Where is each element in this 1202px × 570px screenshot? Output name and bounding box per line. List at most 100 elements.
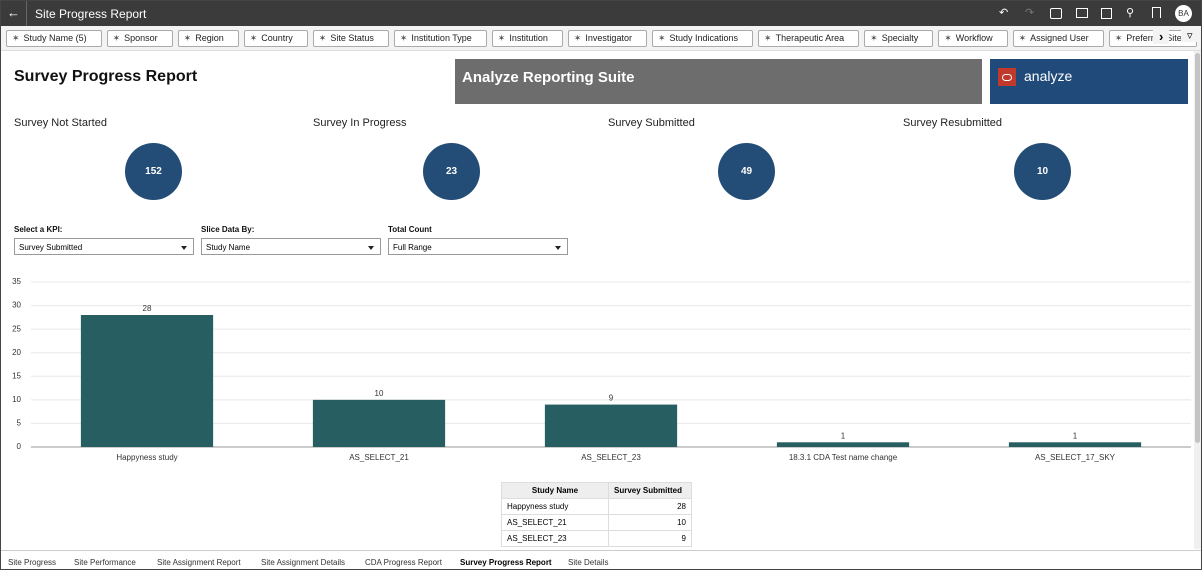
x-tick-label: Happyness study	[116, 453, 177, 462]
filter-chip[interactable]: ✶ Institution	[491, 29, 563, 47]
avatar[interactable]: BA	[1175, 5, 1192, 22]
x-tick-label: AS_SELECT_21	[349, 453, 409, 462]
filter-chip[interactable]: ✶ Workflow	[938, 29, 1008, 47]
filter-scroll[interactable]: ›	[1153, 29, 1170, 44]
filter-chip[interactable]: ✶ Specialty	[864, 29, 934, 47]
pin-icon: ✶	[249, 32, 258, 43]
pin-icon: ✶	[112, 32, 121, 43]
table-cell: 9	[608, 530, 692, 547]
filter-label: Study Indications	[669, 32, 739, 43]
table-row: AS_SELECT_21 10	[501, 514, 692, 531]
y-tick-label: 25	[12, 324, 21, 333]
kpi-label: Survey Not Started	[14, 117, 107, 129]
icon-comment[interactable]	[1076, 8, 1088, 18]
table-row: Happyness study 28	[501, 498, 692, 515]
filter-chip[interactable]: ✶ Country	[243, 29, 308, 47]
pin-icon: ✶	[944, 32, 952, 43]
bar	[776, 442, 910, 447]
pin-icon: ✶	[183, 32, 192, 43]
filter-label: Site Status	[330, 32, 374, 43]
kpi-value: 152	[125, 143, 182, 200]
tab[interactable]: Survey Progress Report	[460, 558, 552, 567]
pin-icon: ✶	[12, 32, 20, 43]
column-header: Study Name	[501, 482, 609, 499]
tab[interactable]: Site Performance	[74, 558, 136, 567]
kpi-label: Survey Resubmitted	[903, 117, 1003, 129]
data-table: Study Name Survey Submitted Happyness stud…	[501, 482, 692, 547]
tab[interactable]: CDA Progress Report	[365, 558, 442, 567]
banner-text: Analyze Reporting Suite	[462, 69, 635, 86]
bar-chart: 0 5 10 15 20 25 30 35 Happyness study 28 AS_SELECT…	[12, 277, 1191, 462]
kpi-value: 10	[1014, 143, 1071, 200]
icon-export[interactable]	[1101, 8, 1112, 19]
table-cell: Happyness study	[501, 498, 609, 515]
dropdown[interactable]: Full Range	[388, 238, 568, 255]
logo-text: analyze	[1024, 68, 1073, 84]
tab[interactable]: Site Progress	[8, 558, 57, 567]
control-label: Select a KPI:	[14, 225, 63, 234]
kpi-label: Survey In Progress	[313, 117, 407, 129]
top-bar: ← Site Progress Report ↶ ↷ ⚲ BA	[1, 1, 1201, 26]
y-tick-label: 5	[17, 419, 22, 428]
filter-chip[interactable]: ✶ Investigator	[567, 29, 647, 47]
kpi-value: 49	[718, 143, 775, 200]
back-button[interactable]: ←	[7, 5, 20, 20]
tab[interactable]: Site Assignment Details	[261, 558, 346, 567]
filter-chip[interactable]: ✶ Study Indications	[651, 29, 754, 47]
filter-label: Country	[261, 32, 293, 43]
data-label: 9	[609, 394, 614, 403]
table-cell: AS_SELECT_23	[501, 530, 609, 547]
logo-mark	[998, 68, 1016, 86]
filter-label: Specialty	[881, 32, 919, 43]
filter-bar: ✶ Study Name (5) ✶ Sponsor ✶ Region ✶ Country ✶ S…	[1, 26, 1201, 51]
filter-chip[interactable]: ✶ Assigned User	[1012, 29, 1104, 47]
pin-icon: ✶	[764, 32, 772, 43]
y-tick-label: 15	[12, 371, 21, 380]
x-tick-label: AS_SELECT_17_SKY	[1035, 453, 1116, 462]
tab[interactable]: Site Assignment Report	[157, 558, 241, 567]
pin-icon: ✶	[1018, 32, 1027, 43]
data-label: 1	[1073, 431, 1078, 440]
table-row: AS_SELECT_23 9	[501, 530, 692, 547]
pin-icon: ✶	[657, 32, 666, 43]
filter-chip[interactable]: ✶ Region	[177, 29, 239, 47]
divider	[26, 1, 27, 26]
filter-chip[interactable]: ✶ Sponsor	[106, 29, 173, 47]
filter-label: Region	[195, 32, 224, 43]
dropdown[interactable]: Survey Submitted	[14, 238, 194, 255]
filter-chip[interactable]: ✶ Institution Type	[393, 29, 487, 47]
icon-bookmark[interactable]	[1152, 7, 1161, 18]
kpi-label: Survey Submitted	[608, 117, 695, 129]
report-title: Survey Progress Report	[14, 68, 198, 85]
y-tick-label: 0	[17, 442, 22, 451]
table-cell: AS_SELECT_21	[501, 514, 609, 531]
column-header: Survey Submitted	[608, 482, 692, 499]
scrollbar[interactable]	[1194, 51, 1201, 549]
y-tick-label: 35	[12, 277, 21, 286]
bar	[312, 399, 446, 447]
filter-icon[interactable]: ▿	[1181, 29, 1199, 42]
redo[interactable]: ↷	[1025, 7, 1035, 19]
filter-label: Investigator	[585, 32, 632, 43]
undo[interactable]: ↶	[999, 7, 1009, 19]
data-label: 1	[841, 431, 846, 440]
filter-chip[interactable]: ✶ Site Status	[312, 29, 389, 47]
filter-chip[interactable]: ✶ Study Name (5)	[6, 29, 102, 47]
dropdown[interactable]: Study Name	[201, 238, 381, 255]
icon-user[interactable]: ⚲	[1126, 7, 1135, 19]
filter-label: Assigned User	[1030, 32, 1089, 43]
tab[interactable]: Site Details	[568, 558, 609, 567]
icon-db[interactable]	[1050, 8, 1062, 19]
pin-icon: ✶	[1114, 32, 1123, 43]
y-tick-label: 30	[12, 301, 21, 310]
y-tick-label: 10	[12, 395, 21, 404]
bar	[544, 404, 678, 447]
pin-icon: ✶	[399, 32, 408, 43]
pin-icon: ✶	[870, 32, 878, 43]
table-cell: 28	[608, 498, 692, 515]
filter-chip[interactable]: ✶ Therapeutic Area	[758, 29, 860, 47]
table-cell: 10	[608, 514, 692, 531]
pin-icon: ✶	[497, 32, 506, 43]
filter-label: Institution	[509, 32, 548, 43]
